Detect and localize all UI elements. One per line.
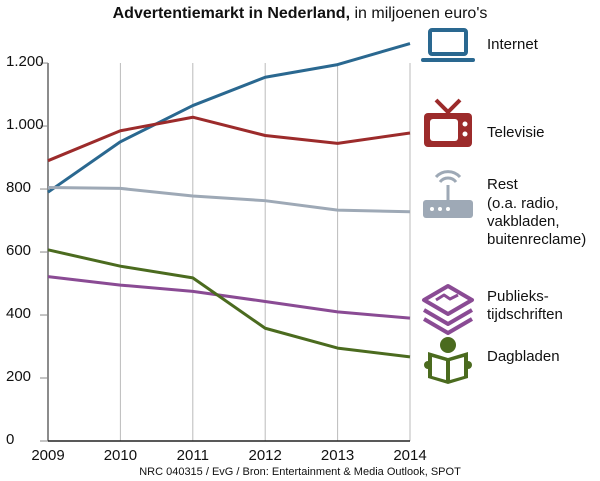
legend-label: Internet bbox=[487, 36, 539, 53]
text-line: Publieks- bbox=[487, 288, 549, 305]
x-tick-label: 2010 bbox=[104, 447, 137, 464]
icon-rest bbox=[423, 170, 473, 218]
icon-internet bbox=[421, 28, 475, 62]
legend-note: (o.a. radio, vakbladen, buitenreclame) bbox=[487, 195, 586, 248]
legend-label: Dagbladen bbox=[487, 348, 560, 365]
x-tick-label: 2013 bbox=[321, 447, 354, 464]
legend-label: Televisie bbox=[487, 124, 545, 141]
x-tick-label: 2011 bbox=[177, 447, 209, 464]
legend-label: Publieks-tijdschriften bbox=[487, 288, 563, 323]
chart-title: Advertentiemarkt in Nederland, bbox=[113, 5, 350, 22]
icon-publieks bbox=[422, 284, 474, 335]
source: NRC 040315 / EvG / Bron: Entertainment &… bbox=[139, 466, 461, 478]
chart-subtitle: in miljoenen euro's bbox=[354, 5, 487, 22]
icon-dagbladen bbox=[424, 337, 472, 384]
y-tick-label: 800 bbox=[6, 179, 31, 196]
text-line: (o.a. radio, bbox=[487, 195, 559, 212]
y-tick-label: 400 bbox=[6, 305, 31, 322]
line-series bbox=[47, 115, 411, 163]
line-series bbox=[47, 185, 411, 214]
chart-heading: Advertentiemarkt in Nederland, in miljoe… bbox=[113, 5, 488, 22]
y-tick-label: 1.200 bbox=[6, 53, 44, 70]
x-tick-label: 2012 bbox=[249, 447, 282, 464]
y-tick-label: 200 bbox=[6, 368, 31, 385]
x-tick-label: 2014 bbox=[393, 447, 426, 464]
line-series bbox=[47, 248, 411, 359]
text-line: buitenreclame) bbox=[487, 231, 586, 248]
text-line: vakbladen, bbox=[487, 213, 560, 230]
line-series bbox=[47, 275, 411, 320]
y-tick-label: 1.000 bbox=[6, 116, 44, 133]
y-tick-label: 0 bbox=[6, 431, 14, 448]
y-tick-label: 600 bbox=[6, 242, 31, 259]
icon-televisie bbox=[424, 98, 472, 147]
line-series bbox=[47, 42, 411, 194]
legend-label: Rest bbox=[487, 176, 519, 193]
text-line: tijdschriften bbox=[487, 306, 563, 323]
x-tick-label: 2009 bbox=[31, 447, 64, 464]
